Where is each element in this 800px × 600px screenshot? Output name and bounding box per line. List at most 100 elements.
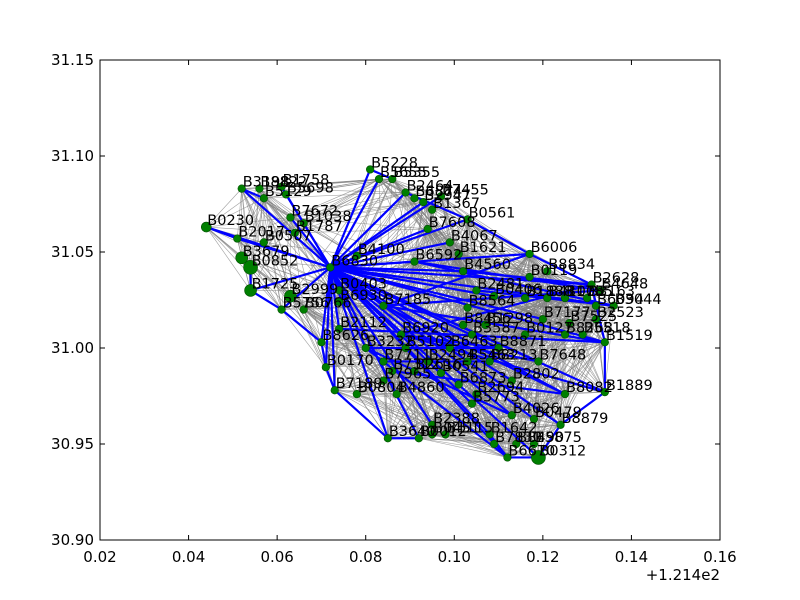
edge	[241, 257, 331, 268]
node-label: B7830	[495, 430, 542, 446]
highlight-edge	[324, 366, 336, 391]
node-b5756	[277, 305, 286, 314]
node-b1038	[299, 219, 308, 228]
node-label: B0479	[535, 405, 582, 421]
node-label: B1642	[491, 420, 538, 436]
node-label: B1621	[460, 240, 507, 256]
edge	[564, 342, 606, 395]
edge	[418, 437, 508, 458]
node-label: B0119	[531, 263, 578, 279]
edge	[383, 201, 424, 306]
node-label: B6006	[531, 240, 578, 256]
x-tick-label: 0.02	[83, 548, 116, 566]
highlight-edge	[280, 266, 332, 311]
node-b7608	[423, 224, 432, 234]
edge	[418, 361, 468, 439]
edge	[560, 394, 566, 425]
edge	[263, 178, 393, 243]
node-b8626	[317, 338, 326, 347]
highlight-edge	[329, 267, 389, 439]
edge	[383, 228, 428, 306]
node-b8213	[485, 357, 494, 366]
node-b0451	[428, 430, 437, 439]
node-label: B2112	[340, 315, 387, 331]
node-b6874	[410, 194, 419, 203]
node-b1888	[521, 293, 530, 303]
node-label: B7711	[384, 347, 431, 363]
node-b5129	[259, 194, 268, 203]
node-label: B5129	[265, 184, 312, 200]
edge	[250, 198, 265, 268]
edge	[303, 196, 442, 224]
edge	[471, 403, 517, 445]
edge	[237, 238, 340, 291]
edge	[462, 219, 468, 272]
node-b5773	[467, 399, 477, 408]
y-tick-label: 31.10	[51, 147, 94, 165]
node-label: B7672	[291, 203, 338, 219]
node-label: B0230	[207, 213, 254, 229]
node-label: B7312	[393, 357, 440, 373]
node-label: B8268	[566, 321, 613, 337]
x-tick-label: 0.14	[615, 548, 648, 566]
edge	[498, 341, 605, 349]
highlight-edge	[280, 308, 323, 344]
node-label: B8490	[517, 430, 564, 446]
edge	[507, 443, 535, 458]
edge	[334, 389, 420, 439]
highlight-edge	[250, 266, 331, 292]
edge	[591, 284, 614, 306]
node-b1115	[441, 430, 450, 439]
node-b0012	[414, 434, 423, 443]
highlight-edge	[329, 191, 407, 269]
node-label: B1725	[252, 276, 299, 292]
node-label: B3232	[367, 334, 414, 350]
edge	[387, 393, 477, 439]
x-axis: 0.02 0.04 0.06 0.08 0.10 0.12 0.14 0.16	[83, 60, 737, 566]
highlight-edge	[320, 342, 327, 368]
edge	[564, 391, 605, 395]
node-label: B4026	[513, 401, 560, 417]
edge	[241, 188, 251, 268]
highlight-edge	[383, 252, 530, 307]
node-b7455	[436, 192, 446, 201]
node-b0507	[259, 238, 268, 247]
node-b0479	[529, 414, 539, 424]
edge	[564, 297, 583, 335]
node-b6873	[454, 380, 463, 389]
node-label: B0406	[495, 282, 542, 298]
node-label: B8456	[464, 311, 511, 327]
edge	[263, 198, 340, 291]
node-b0804	[352, 389, 361, 399]
edge	[383, 380, 512, 416]
node-b3198	[237, 184, 246, 193]
edge	[463, 318, 543, 326]
node-b5518	[578, 330, 587, 339]
edge	[471, 296, 495, 335]
edge	[538, 341, 605, 362]
edge	[405, 192, 442, 197]
edge	[485, 297, 566, 326]
node-label: B1115	[446, 420, 493, 436]
highlight-edge	[392, 369, 566, 396]
edge	[476, 391, 605, 395]
node-b1642	[485, 430, 494, 439]
node-b7965	[379, 376, 388, 385]
edge	[303, 309, 322, 343]
node-b8879	[556, 420, 565, 429]
node-label: B1298	[486, 311, 533, 327]
highlight-edge	[330, 260, 415, 269]
edge	[303, 201, 424, 224]
edge	[516, 424, 561, 445]
node-label: B0127	[526, 321, 573, 337]
edge	[489, 424, 561, 435]
edge	[427, 228, 548, 272]
node-b2112	[335, 324, 344, 333]
y-tick-label: 31.05	[51, 243, 94, 261]
highlight-edge	[329, 267, 341, 329]
node-b6920	[397, 330, 406, 339]
highlight-edge	[329, 267, 336, 391]
node-b5228	[366, 165, 375, 174]
edge	[511, 380, 605, 393]
